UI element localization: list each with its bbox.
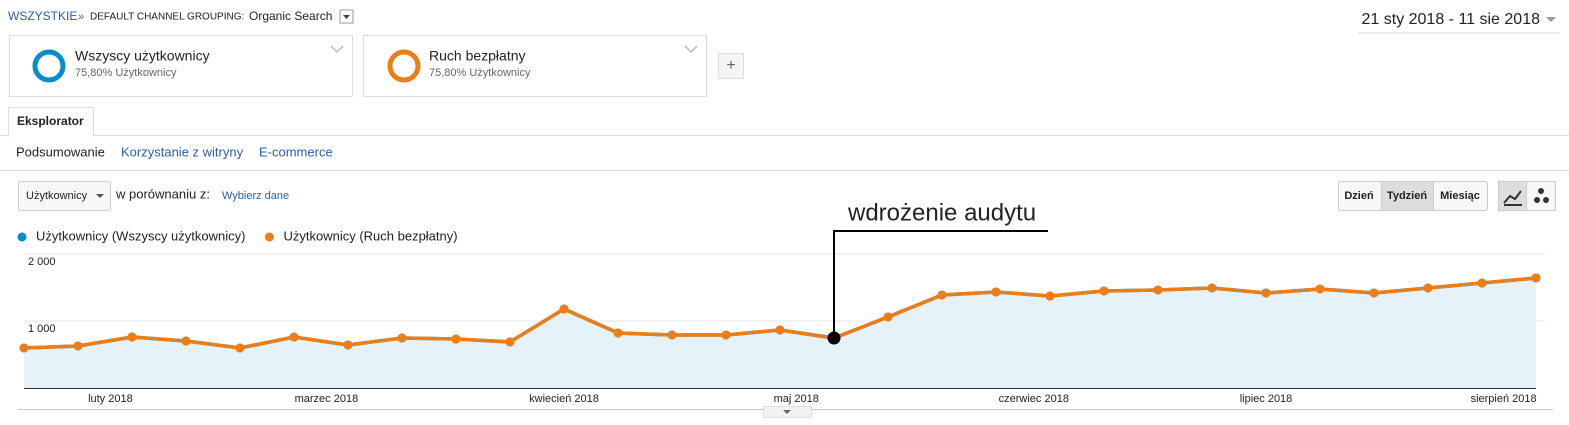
- granularity-button[interactable]: Tydzień: [1387, 190, 1427, 202]
- point: [1423, 283, 1433, 293]
- point: [1477, 278, 1487, 288]
- metric-select[interactable]: [18, 181, 111, 211]
- metric-select-label: Użytkownicy: [26, 190, 88, 202]
- point: [1315, 284, 1325, 294]
- chart: Użytkownicy (Wszyscy użytkownicy) Użytkow…: [17, 199, 1545, 405]
- point: [343, 340, 353, 350]
- granularity-active[interactable]: [1381, 181, 1434, 211]
- point: [1153, 285, 1163, 295]
- x-tick-label: kwiecień 2018: [529, 393, 599, 405]
- point: [1369, 288, 1379, 298]
- breadcrumb-sep: »: [78, 11, 84, 23]
- subtab[interactable]: E-commerce: [259, 144, 333, 159]
- annotation-leader: [833, 230, 1048, 339]
- expand-arrow: [783, 410, 791, 414]
- segment-card[interactable]: [9, 35, 353, 97]
- point: [883, 312, 893, 322]
- compare-label: w porównaniu z:: [115, 186, 210, 201]
- point: [1531, 273, 1541, 283]
- add-segment-label: +: [726, 57, 735, 74]
- motion-icon: [1543, 197, 1549, 203]
- tab-label: Eksplorator: [17, 114, 84, 128]
- segment-detail: 75,80% Użytkownicy: [429, 67, 531, 79]
- breadcrumb-value: Organic Search: [249, 9, 332, 23]
- date-range[interactable]: 21 sty 2018 - 11 sie 2018: [1362, 11, 1541, 28]
- motion-icon: [1534, 197, 1540, 203]
- x-tick-label: sierpień 2018: [1471, 393, 1537, 405]
- point: [1207, 283, 1217, 293]
- tab[interactable]: [8, 107, 94, 137]
- legend-label: Użytkownicy (Ruch bezpłatny): [283, 228, 457, 243]
- point: [1045, 291, 1055, 301]
- point: [1261, 288, 1271, 298]
- annotation-dot: [827, 331, 841, 345]
- legend-marker: [17, 232, 27, 242]
- segment-chevron: [330, 45, 344, 54]
- x-tick-label: lipiec 2018: [1240, 393, 1293, 405]
- subtab[interactable]: Podsumowanie: [16, 144, 105, 159]
- segment-chevron: [684, 45, 698, 54]
- line-icon: [1503, 190, 1522, 206]
- x-tick-label: luty 2018: [88, 393, 133, 405]
- breadcrumb-root[interactable]: WSZYSTKIE: [8, 9, 77, 23]
- segment-name: Wszyscy użytkownicy: [75, 48, 210, 64]
- granularity-button[interactable]: Miesiąc: [1440, 190, 1480, 202]
- point: [1099, 286, 1109, 296]
- point: [937, 290, 947, 300]
- point: [505, 337, 515, 347]
- point: [235, 343, 245, 353]
- point: [451, 334, 461, 344]
- compare-link[interactable]: Wybierz dane: [222, 190, 289, 202]
- motion-icon: [1538, 188, 1544, 194]
- chart-type-motion[interactable]: [1526, 181, 1556, 211]
- add-segment[interactable]: [718, 53, 744, 79]
- point: [613, 328, 623, 338]
- date-arrow: [1546, 17, 1556, 22]
- tab-cover: [9, 133, 93, 137]
- point: [127, 332, 137, 342]
- dropdown-arrow: [343, 15, 350, 19]
- point: [19, 343, 29, 353]
- metric-select-arrow: [96, 194, 104, 198]
- point: [73, 341, 83, 351]
- segment-name: Ruch bezpłatny: [429, 48, 526, 64]
- point: [775, 325, 785, 335]
- chart-type-line[interactable]: [1498, 181, 1527, 211]
- x-tick-label: marzec 2018: [295, 393, 359, 405]
- point: [181, 336, 191, 346]
- point: [397, 333, 407, 343]
- x-tick-label: maj 2018: [774, 393, 819, 405]
- y-tick-label: 2 000: [28, 256, 56, 268]
- y-tick-label: 1 000: [28, 323, 56, 335]
- point: [991, 287, 1001, 297]
- segment-ring: [32, 49, 66, 83]
- breadcrumb-dimension: DEFAULT CHANNEL GROUPING:: [90, 12, 244, 23]
- granularity-button[interactable]: Dzień: [1344, 190, 1374, 202]
- point: [667, 330, 677, 340]
- segment-detail: 75,80% Użytkownicy: [75, 67, 177, 79]
- subtab[interactable]: Korzystanie z witryny: [121, 144, 244, 159]
- x-tick-label: czerwiec 2018: [999, 393, 1069, 405]
- annotation: wdrożenie audytu: [847, 199, 1036, 226]
- point: [559, 304, 569, 314]
- legend-label: Użytkownicy (Wszyscy użytkownicy): [36, 228, 245, 243]
- point: [721, 330, 731, 340]
- segment-card[interactable]: [363, 35, 707, 97]
- legend-marker: [264, 232, 274, 242]
- point: [289, 332, 299, 342]
- segment-ring: [387, 49, 421, 83]
